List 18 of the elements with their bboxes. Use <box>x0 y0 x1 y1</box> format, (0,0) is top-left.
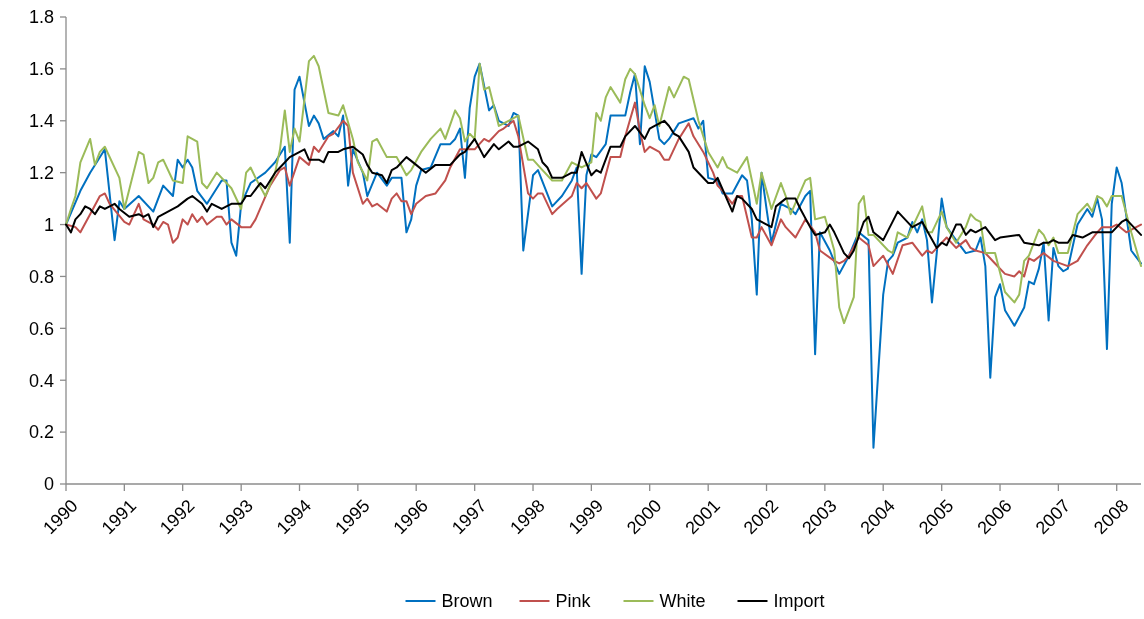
y-tick-label: 1.2 <box>28 162 54 183</box>
y-tick-label: 0 <box>43 474 54 495</box>
legend-label: Pink <box>555 591 592 612</box>
y-tick-label: 0.4 <box>28 370 54 391</box>
y-tick-label: 1 <box>43 214 54 235</box>
y-tick-label: 1.6 <box>28 59 54 80</box>
y-tick-label: 0.8 <box>28 266 54 287</box>
y-tick-label: 0.6 <box>28 318 54 339</box>
legend-label: Brown <box>441 591 493 612</box>
legend-label: White <box>659 591 706 612</box>
y-tick-label: 0.2 <box>28 422 54 443</box>
line-series <box>65 62 1142 449</box>
line-series <box>65 101 1142 278</box>
line-series <box>65 54 1142 325</box>
line-series <box>65 119 1142 260</box>
y-tick-label: 1.4 <box>28 111 54 132</box>
y-tick-label: 1.8 <box>28 7 54 28</box>
legend-label: Import <box>773 591 825 612</box>
